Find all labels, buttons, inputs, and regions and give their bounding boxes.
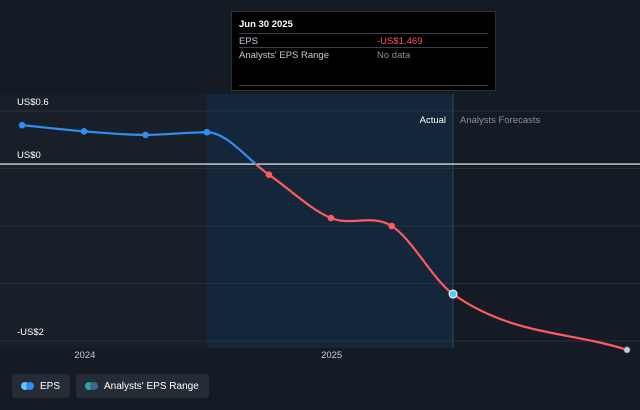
tooltip-eps-value: -US$1.469 [377,36,423,47]
tooltip-range-label: Analysts' EPS Range [239,50,329,61]
eps-point [203,128,211,136]
hover-tooltip: Jun 30 2025 EPS -US$1.469 Analysts' EPS … [231,11,496,91]
legend-dot-primary [21,382,29,390]
legend-item-eps[interactable]: EPS [12,374,71,398]
y-tick-label: US$0.6 [17,97,49,108]
legend-dot-primary [85,382,94,390]
eps-point-end [623,346,631,354]
tooltip-date: Jun 30 2025 [239,19,293,30]
eps-point [327,214,335,222]
eps-point [142,131,149,139]
eps-point [265,171,273,178]
eps-line-positive [22,124,258,165]
eps-point [388,222,395,230]
past-period-band [0,94,207,348]
tooltip-row-range: Analysts' EPS Range No data [239,47,488,62]
forecast-label: Analysts Forecasts [460,115,540,126]
eps-point-highlighted [448,289,458,299]
chart-legend: EPS Analysts' EPS Range [12,374,209,398]
y-tick-label: US$0 [17,150,41,161]
legend-item-analysts-range[interactable]: Analysts' EPS Range [76,374,209,398]
eps-point [80,128,88,135]
legend-dot-secondary [26,382,34,390]
tooltip-divider [239,85,488,86]
tooltip-range-value: No data [377,50,411,61]
y-tick-label: -US$2 [17,327,44,338]
eps-legend-dot-icon [21,382,35,390]
eps-point [18,121,26,129]
range-legend-dot-icon [85,382,99,390]
legend-label-eps: EPS [40,380,61,392]
tooltip-eps-label: EPS [239,36,259,47]
x-tick-label: 2024 [74,350,95,361]
actual-label: Actual [420,115,446,126]
x-tick-label: 2025 [321,350,342,361]
tooltip-row-eps: EPS -US$1.469 [239,33,488,48]
legend-dot-secondary [90,382,99,390]
legend-label-range: Analysts' EPS Range [104,380,199,392]
